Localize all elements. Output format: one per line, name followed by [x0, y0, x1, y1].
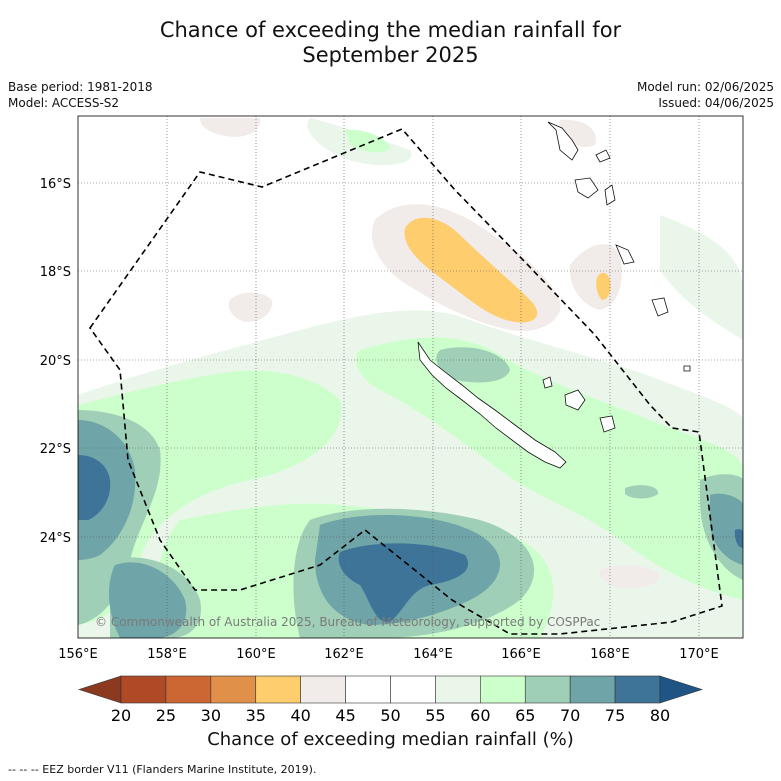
base-period: Base period: 1981-2018	[8, 80, 153, 94]
region-35-40	[404, 217, 538, 323]
colorbar-cell	[165, 675, 212, 704]
map-plot	[78, 116, 743, 638]
lat-label: 16°S	[40, 177, 71, 192]
lon-label: 166°E	[501, 647, 541, 662]
latitude-labels: 16°S 18°S 20°S 22°S 24°S	[40, 177, 71, 546]
land-masses	[417, 121, 691, 469]
colorbar-extend-high	[659, 675, 703, 704]
region-55-60-ne	[660, 215, 743, 340]
lat-label: 18°S	[40, 265, 71, 280]
colorbar-tick-labels: 20 25 30 35 40 45 50 55 60 65 70 75 80	[111, 706, 670, 725]
loyalty-island-2	[599, 415, 616, 433]
lon-label: 170°E	[679, 647, 719, 662]
region-60-65-north	[345, 129, 390, 153]
lon-label: 168°E	[590, 647, 630, 662]
region-70-75-east	[710, 493, 743, 565]
lat-label: 24°S	[40, 531, 71, 546]
colorbar-cell	[300, 675, 346, 704]
map-frame	[77, 115, 744, 639]
colorbar-tick-label: 35	[246, 706, 266, 725]
colorbar-tick-label: 55	[425, 706, 445, 725]
colorbar-tick-label: 45	[335, 706, 355, 725]
small-island	[683, 365, 691, 372]
region-40-45-nw	[228, 292, 273, 322]
region-35-40-east	[596, 272, 611, 300]
eez-border	[89, 128, 723, 635]
model-run: Model run: 02/06/2025	[636, 80, 774, 94]
colorbar-extend-low	[78, 675, 122, 704]
meta-right: Model run: 02/06/2025 Issued: 04/06/2025	[637, 79, 774, 111]
eez-footnote: -- -- -- EEZ border V11 (Flanders Marine…	[8, 763, 317, 776]
copyright-text: © Commonwealth of Australia 2025, Bureau…	[95, 615, 600, 629]
region-60-65-center	[356, 337, 743, 600]
colorbar-tick-label: 65	[515, 706, 535, 725]
colorbar-tick-label: 70	[560, 706, 580, 725]
meta-left: Base period: 1981-2018 Model: ACCESS-S2	[8, 79, 153, 111]
lon-label: 160°E	[236, 647, 276, 662]
region-75-80-east	[734, 529, 743, 548]
title-line-2: September 2025	[302, 43, 479, 67]
colorbar-cell	[345, 675, 391, 704]
colorbar-cells	[78, 675, 703, 704]
vanuatu-island-2	[595, 149, 611, 163]
vanuatu-island-4	[604, 184, 616, 206]
colorbar-cell	[390, 675, 436, 704]
colorbar-tick-label: 75	[605, 706, 625, 725]
lon-label: 164°E	[413, 647, 453, 662]
issued-date: Issued: 04/06/2025	[658, 96, 774, 110]
colorbar-tick-label: 50	[380, 706, 400, 725]
region-75-80-south	[338, 543, 469, 623]
colorbar-tick-label: 40	[290, 706, 310, 725]
model-name: Model: ACCESS-S2	[8, 96, 120, 110]
colorbar-tick-label: 20	[111, 706, 131, 725]
colorbar-tick-label: 30	[201, 706, 221, 725]
lon-label: 156°E	[58, 647, 98, 662]
longitude-labels: 156°E 158°E 160°E 162°E 164°E 166°E 168°…	[58, 647, 719, 662]
colorbar: 20 25 30 35 40 45 50 55 60 65 70 75 80	[78, 675, 703, 725]
title-line-1: Chance of exceeding the median rainfall …	[159, 18, 622, 42]
vanuatu-island-3	[574, 177, 599, 199]
colorbar-tick-label: 80	[650, 706, 670, 725]
colorbar-cell	[480, 675, 526, 704]
lat-label: 22°S	[40, 442, 71, 457]
region-75-80-west	[78, 455, 111, 520]
colorbar-label: Chance of exceeding median rainfall (%)	[207, 729, 574, 750]
colorbar-cell	[435, 675, 481, 704]
colorbar-tick-label: 25	[156, 706, 176, 725]
region-65-70-center	[436, 347, 510, 383]
vanuatu-island-6	[651, 297, 669, 317]
loyalty-island-1	[564, 389, 586, 411]
vanuatu-island-1	[547, 121, 579, 161]
lon-label: 158°E	[147, 647, 187, 662]
region-40-45-top	[200, 118, 261, 137]
colorbar-cell	[255, 675, 301, 704]
lon-label: 162°E	[324, 647, 364, 662]
loyalty-island-3	[542, 376, 553, 389]
new-caledonia-island	[417, 341, 567, 469]
colorbar-cell	[524, 675, 571, 704]
colorbar-tick-label: 60	[470, 706, 490, 725]
vanuatu-island-5	[615, 244, 635, 265]
colorbar-cell	[614, 675, 661, 704]
region-65-70-small	[625, 485, 659, 499]
colorbar-cell	[120, 675, 167, 704]
map-title: Chance of exceeding the median rainfall …	[0, 18, 781, 68]
lat-label: 20°S	[40, 354, 71, 369]
graticule	[78, 116, 743, 638]
colorbar-cell	[569, 675, 616, 704]
colorbar-cell	[210, 675, 257, 704]
region-40-45-se	[599, 565, 660, 589]
